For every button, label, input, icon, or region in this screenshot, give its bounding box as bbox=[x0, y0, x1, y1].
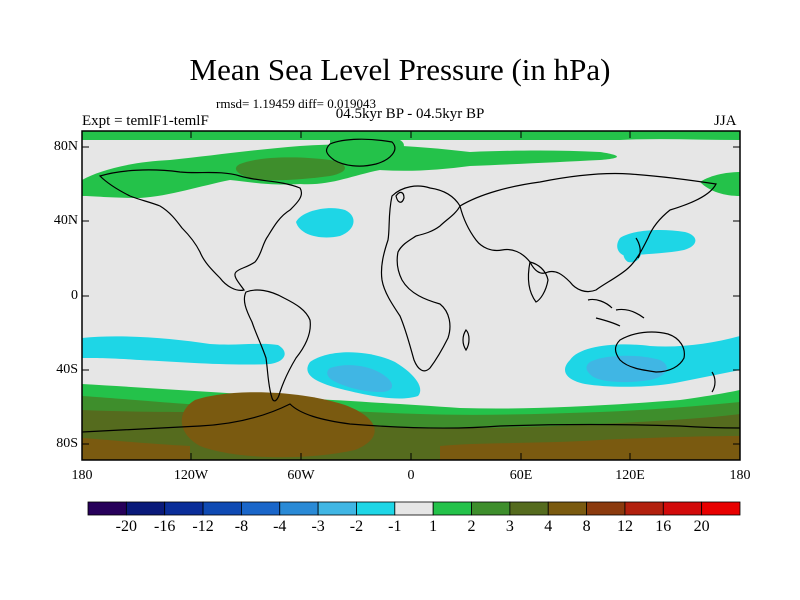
lon-label-120e: 120E bbox=[615, 468, 645, 483]
chart-title: Mean Sea Level Pressure (in hPa) bbox=[189, 52, 611, 87]
colorbar-label: -20 bbox=[115, 518, 137, 535]
arctic-green-band bbox=[82, 144, 617, 198]
colorbar-label: 4 bbox=[544, 518, 553, 535]
map-field bbox=[82, 131, 740, 460]
colorbar-label: -16 bbox=[154, 518, 176, 535]
antarctic-brown-patch-2 bbox=[82, 438, 190, 460]
arctic-green-east bbox=[700, 172, 740, 196]
colorbar-label: 2 bbox=[467, 518, 476, 535]
chart-subtitle: 04.5kyr BP - 04.5kyr BP bbox=[335, 106, 485, 122]
colorbar-label: -2 bbox=[349, 518, 364, 535]
south-atlantic-blue bbox=[327, 365, 393, 392]
lon-label-60e: 60E bbox=[509, 468, 533, 483]
lat-label-40n: 40N bbox=[53, 213, 78, 228]
colorbar-label: -8 bbox=[234, 518, 249, 535]
stats-text: rmsd= 1.19459 diff= 0.019043 bbox=[216, 96, 376, 111]
antarctic-brown-patch-3 bbox=[440, 436, 740, 460]
lat-label-40s: 40S bbox=[56, 362, 78, 377]
colorbar-box bbox=[394, 501, 434, 516]
colorbar-box bbox=[701, 501, 741, 516]
colorbar-box bbox=[509, 501, 549, 516]
lat-label-80s: 80S bbox=[56, 436, 78, 451]
colorbar-box bbox=[356, 501, 396, 516]
colorbar-label: -4 bbox=[273, 518, 287, 535]
colorbar-box bbox=[87, 501, 127, 516]
antarctic-brown-patch bbox=[181, 392, 375, 458]
colorbar-label: -3 bbox=[311, 518, 325, 535]
lon-label-120w: 120W bbox=[173, 468, 209, 483]
colorbar-box bbox=[279, 501, 319, 516]
indian-ocean-blue bbox=[586, 355, 667, 383]
colorbar-label: -12 bbox=[192, 518, 214, 535]
colorbar-box bbox=[624, 501, 664, 516]
experiment-label: Expt = temlF1-temlF bbox=[82, 113, 209, 129]
colorbar-label: 16 bbox=[655, 518, 672, 535]
colorbar-label: 8 bbox=[582, 518, 591, 535]
colorbar-box bbox=[586, 501, 626, 516]
south-pacific-cyan bbox=[82, 336, 285, 365]
colorbar bbox=[87, 501, 741, 516]
axis-ticks bbox=[82, 131, 740, 460]
lon-label-180w: 180 bbox=[71, 468, 93, 483]
lon-label-180e: 180 bbox=[729, 468, 751, 483]
colorbar-box bbox=[164, 501, 204, 516]
greenland-green bbox=[330, 137, 404, 161]
lat-label-80n: 80N bbox=[53, 139, 78, 154]
colorbar-box bbox=[317, 501, 357, 516]
colorbar-box bbox=[202, 501, 242, 516]
season-label: JJA bbox=[714, 113, 737, 129]
colorbar-box bbox=[547, 501, 587, 516]
colorbar-box bbox=[662, 501, 703, 516]
lon-label-0: 0 bbox=[407, 468, 415, 483]
colorbar-label: 1 bbox=[429, 518, 438, 535]
coastlines bbox=[82, 138, 740, 433]
colorbar-label: -1 bbox=[388, 518, 402, 535]
lat-label-0: 0 bbox=[71, 288, 78, 303]
colorbar-label: 12 bbox=[616, 518, 633, 535]
colorbar-label: 20 bbox=[693, 518, 710, 535]
colorbar-box bbox=[471, 501, 511, 516]
colorbar-box bbox=[432, 501, 472, 516]
north-atlantic-cyan bbox=[296, 208, 354, 238]
lon-label-60w: 60W bbox=[287, 468, 315, 483]
arctic-darkgreen bbox=[235, 157, 345, 181]
colorbar-label: 3 bbox=[505, 518, 514, 535]
colorbar-box bbox=[125, 501, 166, 516]
colorbar-box bbox=[241, 501, 281, 516]
